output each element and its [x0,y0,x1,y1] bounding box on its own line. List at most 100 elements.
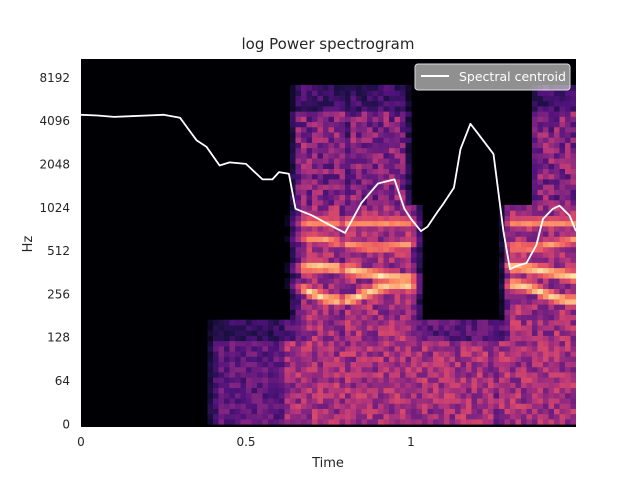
spectrogram-cell [372,126,379,133]
spectrogram-cell [400,314,407,321]
spectrogram-cell [367,403,374,409]
spectrogram-cell [350,194,357,201]
spectrogram-cell [378,272,385,279]
spectrogram-cell [323,324,330,331]
spectrogram-cell [240,418,247,425]
spectrogram-cell [268,319,275,326]
spectrogram-cell [526,230,533,237]
spectrogram-cell [532,283,539,289]
spectrogram-cell [361,220,368,227]
spectrogram-cell [515,314,522,321]
spectrogram-cell [312,246,319,253]
spectrogram-cell [345,350,352,357]
spectrogram-cell [532,397,539,404]
spectrogram-cell [240,319,247,326]
spectrogram-cell [339,126,346,133]
spectrogram-cell [405,319,412,326]
spectrogram-cell [284,408,291,415]
spectrogram-cell [295,90,302,96]
spectrogram-cell [290,293,297,300]
spectrogram-cell [323,377,330,383]
spectrogram-cell [284,366,291,373]
spectrogram-cell [526,277,533,284]
spectrogram-cell [306,173,313,180]
spectrogram-cell [383,173,390,180]
spectrogram-cell [570,377,576,383]
spectrogram-cell [438,335,445,342]
spectrogram-cell [301,366,308,373]
spectrogram-cell [339,173,346,180]
spectrogram-cell [559,142,566,149]
spectrogram-cell [471,361,478,368]
spectrogram-cell [323,397,330,404]
spectrogram-cell [290,330,297,336]
spectrogram-cell [284,413,291,420]
spectrogram-cell [548,90,555,96]
spectrogram-cell [537,121,544,128]
spectrogram-cell [356,220,363,227]
spectrogram-cell [334,262,341,269]
spectrogram-cell [565,194,572,201]
spectrogram-cell [537,293,544,300]
spectrogram-cell [521,314,528,321]
spectrogram-cell [328,382,335,389]
spectrogram-cell [521,382,528,389]
spectrogram-cell [488,345,495,352]
spectrogram-cell [532,163,539,169]
spectrogram-cell [411,345,418,352]
spectrogram-cell [328,163,335,169]
spectrogram-cell [543,147,550,154]
spectrogram-cell [339,382,346,389]
spectrogram-cell [345,163,352,169]
spectrogram-cell [345,403,352,409]
spectrogram-cell [504,283,511,289]
spectrogram-cell [499,408,506,415]
spectrogram-cell [279,413,286,420]
spectrogram-cell [328,304,335,310]
spectrogram-cell [400,204,407,211]
spectrogram-cell [543,152,550,159]
spectrogram-cell [433,371,440,378]
spectrogram-cell [356,371,363,378]
spectrogram-cell [565,121,572,128]
spectrogram-cell [378,304,385,310]
spectrogram-cell [416,324,423,331]
spectrogram-cell [521,397,528,404]
spectrogram-cell [389,288,396,295]
spectrogram-cell [312,241,319,248]
spectrogram-cell [339,142,346,149]
spectrogram-cell [559,293,566,300]
spectrogram-cell [559,90,566,96]
spectrogram-cell [400,194,407,201]
spectrogram-cell [532,178,539,185]
spectrogram-cell [570,288,576,295]
spectrogram-cell [521,298,528,305]
spectrogram-cell [565,131,572,138]
spectrogram-cell [372,382,379,389]
spectrogram-cell [372,147,379,154]
spectrogram-cell [510,257,517,263]
spectrogram-cell [394,283,401,289]
spectrogram-cell [295,111,302,117]
spectrogram-cell [328,377,335,383]
spectrogram-cell [543,262,550,269]
spectrogram-cell [356,116,363,123]
spectrogram-cell [213,324,220,331]
spectrogram-cell [449,403,456,409]
spectrogram-cell [312,189,319,196]
spectrogram-cell [312,324,319,331]
spectrogram-cell [383,116,390,123]
spectrogram-cell [554,277,561,284]
spectrogram-cell [477,324,484,331]
spectrogram-cell [405,90,412,96]
spectrogram-cell [367,241,374,248]
spectrogram-cell [389,236,396,243]
spectrogram-cell [504,392,511,399]
spectrogram-cell [383,335,390,342]
spectrogram-cell [273,413,280,420]
spectrogram-cell [400,293,407,300]
spectrogram-cell [405,184,412,190]
spectrogram-cell [455,371,462,378]
spectrogram-cell [515,246,522,253]
spectrogram-cell [290,178,297,185]
